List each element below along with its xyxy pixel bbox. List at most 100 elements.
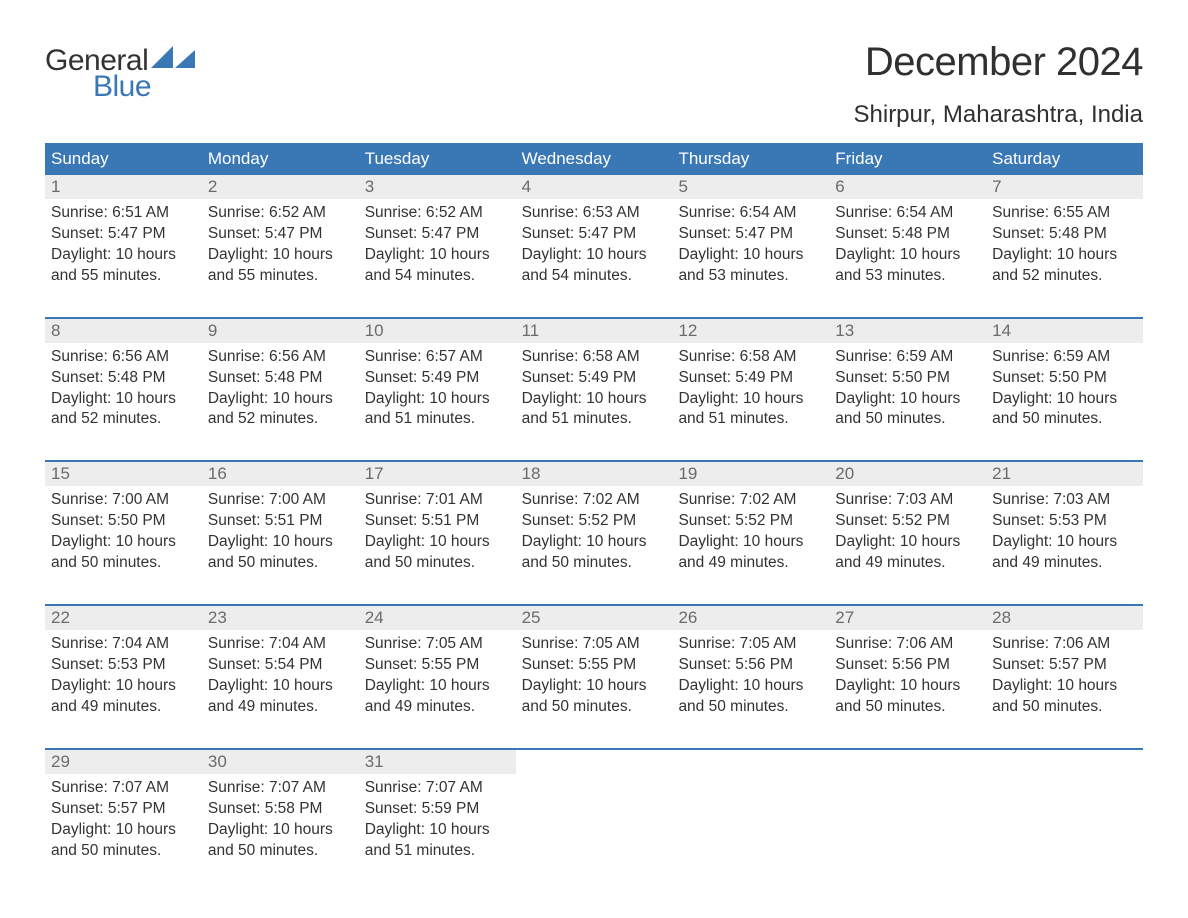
sunrise-line: Sunrise: 7:00 AM [51,490,192,511]
sunrise-line: Sunrise: 6:58 AM [678,347,819,368]
calendar-cell: Sunrise: 7:06 AMSunset: 5:57 PMDaylight:… [986,630,1143,734]
sunset-line: Sunset: 5:56 PM [835,655,976,676]
day-number: 7 [986,175,1143,199]
sunset-line: Sunset: 5:47 PM [51,224,192,245]
day-number: 3 [359,175,516,199]
sunrise-line: Sunrise: 6:55 AM [992,203,1133,224]
sunrise-line: Sunrise: 7:07 AM [365,778,506,799]
calendar-cell [829,774,986,878]
daylight-line: Daylight: 10 hours and 52 minutes. [992,245,1133,287]
sunset-line: Sunset: 5:52 PM [522,511,663,532]
day-header: Sunday [45,143,202,175]
brand-logo: General Blue [45,40,195,104]
sunrise-line: Sunrise: 7:05 AM [522,634,663,655]
sunrise-line: Sunrise: 6:54 AM [678,203,819,224]
day-number [986,750,1143,774]
calendar-cell: Sunrise: 7:06 AMSunset: 5:56 PMDaylight:… [829,630,986,734]
daylight-line: Daylight: 10 hours and 52 minutes. [208,389,349,431]
calendar: Sunday Monday Tuesday Wednesday Thursday… [45,143,1143,877]
day-number: 16 [202,462,359,486]
daylight-line: Daylight: 10 hours and 53 minutes. [678,245,819,287]
sunrise-line: Sunrise: 6:57 AM [365,347,506,368]
daylight-line: Daylight: 10 hours and 50 minutes. [992,389,1133,431]
daylight-line: Daylight: 10 hours and 51 minutes. [365,389,506,431]
calendar-cell: Sunrise: 7:04 AMSunset: 5:53 PMDaylight:… [45,630,202,734]
daylight-line: Daylight: 10 hours and 49 minutes. [365,676,506,718]
day-number: 13 [829,319,986,343]
calendar-cell: Sunrise: 6:59 AMSunset: 5:50 PMDaylight:… [829,343,986,447]
daylight-line: Daylight: 10 hours and 50 minutes. [208,532,349,574]
sunset-line: Sunset: 5:47 PM [678,224,819,245]
daylight-line: Daylight: 10 hours and 54 minutes. [522,245,663,287]
daylight-line: Daylight: 10 hours and 50 minutes. [992,676,1133,718]
sunrise-line: Sunrise: 6:52 AM [208,203,349,224]
sunset-line: Sunset: 5:51 PM [208,511,349,532]
calendar-cell: Sunrise: 7:00 AMSunset: 5:51 PMDaylight:… [202,486,359,590]
sunset-line: Sunset: 5:55 PM [365,655,506,676]
day-number: 30 [202,750,359,774]
daylight-line: Daylight: 10 hours and 49 minutes. [678,532,819,574]
calendar-cell: Sunrise: 6:56 AMSunset: 5:48 PMDaylight:… [202,343,359,447]
sunset-line: Sunset: 5:59 PM [365,799,506,820]
daylight-line: Daylight: 10 hours and 50 minutes. [365,532,506,574]
day-number: 20 [829,462,986,486]
day-number: 24 [359,606,516,630]
daylight-line: Daylight: 10 hours and 55 minutes. [208,245,349,287]
day-number: 1 [45,175,202,199]
day-number: 25 [516,606,673,630]
day-number: 18 [516,462,673,486]
calendar-cell: Sunrise: 7:02 AMSunset: 5:52 PMDaylight:… [672,486,829,590]
sunset-line: Sunset: 5:55 PM [522,655,663,676]
sunrise-line: Sunrise: 7:06 AM [992,634,1133,655]
day-number: 28 [986,606,1143,630]
sunrise-line: Sunrise: 7:02 AM [522,490,663,511]
day-number: 2 [202,175,359,199]
daylight-line: Daylight: 10 hours and 50 minutes. [51,532,192,574]
day-number: 11 [516,319,673,343]
day-number: 27 [829,606,986,630]
sunset-line: Sunset: 5:52 PM [835,511,976,532]
calendar-cell: Sunrise: 6:51 AMSunset: 5:47 PMDaylight:… [45,199,202,303]
calendar-cell [672,774,829,878]
sunrise-line: Sunrise: 7:07 AM [208,778,349,799]
sunset-line: Sunset: 5:48 PM [992,224,1133,245]
calendar-cell: Sunrise: 7:05 AMSunset: 5:55 PMDaylight:… [516,630,673,734]
daylight-line: Daylight: 10 hours and 53 minutes. [835,245,976,287]
sunrise-line: Sunrise: 6:56 AM [51,347,192,368]
sunrise-line: Sunrise: 6:58 AM [522,347,663,368]
day-number: 4 [516,175,673,199]
calendar-cell: Sunrise: 6:58 AMSunset: 5:49 PMDaylight:… [516,343,673,447]
sunset-line: Sunset: 5:48 PM [208,368,349,389]
day-number [516,750,673,774]
brand-word2: Blue [93,70,151,104]
calendar-cell: Sunrise: 6:57 AMSunset: 5:49 PMDaylight:… [359,343,516,447]
daylight-line: Daylight: 10 hours and 50 minutes. [208,820,349,862]
day-number: 21 [986,462,1143,486]
day-number: 12 [672,319,829,343]
sunset-line: Sunset: 5:54 PM [208,655,349,676]
calendar-cell: Sunrise: 7:07 AMSunset: 5:58 PMDaylight:… [202,774,359,878]
calendar-cell: Sunrise: 7:03 AMSunset: 5:52 PMDaylight:… [829,486,986,590]
calendar-cell: Sunrise: 6:52 AMSunset: 5:47 PMDaylight:… [359,199,516,303]
calendar-cell: Sunrise: 6:53 AMSunset: 5:47 PMDaylight:… [516,199,673,303]
day-number: 23 [202,606,359,630]
sunrise-line: Sunrise: 6:52 AM [365,203,506,224]
daylight-line: Daylight: 10 hours and 49 minutes. [208,676,349,718]
calendar-cell: Sunrise: 7:04 AMSunset: 5:54 PMDaylight:… [202,630,359,734]
day-header-row: Sunday Monday Tuesday Wednesday Thursday… [45,143,1143,175]
calendar-cell [986,774,1143,878]
sunset-line: Sunset: 5:58 PM [208,799,349,820]
brand-triangle-icon [151,46,195,73]
day-number: 9 [202,319,359,343]
sunrise-line: Sunrise: 7:04 AM [208,634,349,655]
sunset-line: Sunset: 5:49 PM [522,368,663,389]
day-number: 29 [45,750,202,774]
day-number [829,750,986,774]
day-number: 31 [359,750,516,774]
calendar-cell: Sunrise: 7:05 AMSunset: 5:55 PMDaylight:… [359,630,516,734]
calendar-cell [516,774,673,878]
sunrise-line: Sunrise: 6:51 AM [51,203,192,224]
calendar-cell: Sunrise: 6:58 AMSunset: 5:49 PMDaylight:… [672,343,829,447]
daylight-line: Daylight: 10 hours and 52 minutes. [51,389,192,431]
sunset-line: Sunset: 5:47 PM [365,224,506,245]
